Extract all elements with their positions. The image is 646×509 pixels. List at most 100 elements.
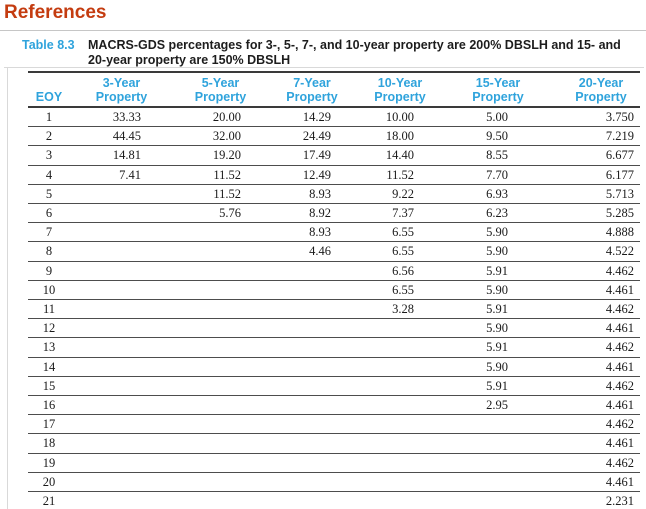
- caption-line-1: MACRS-GDS percentages for 3-, 5-, 7-, an…: [88, 38, 621, 52]
- value-cell: [70, 242, 173, 261]
- value-cell: 5.91: [486, 302, 508, 317]
- value-cell: 5.713: [605, 186, 634, 201]
- value-cell: [173, 453, 268, 472]
- value-cell: 8.92: [309, 206, 331, 221]
- value-cell: [173, 242, 268, 261]
- value-cell: 18.00: [385, 129, 414, 144]
- value-cell: [268, 472, 356, 491]
- value-cell: 4.462: [605, 378, 634, 393]
- value-cell: 10.00: [385, 110, 414, 124]
- value-cell: 5.90: [486, 244, 508, 259]
- column-header-7-year-property: 7-Year Property: [268, 72, 356, 108]
- page-edge-line: [7, 67, 8, 509]
- value-cell: [70, 223, 173, 242]
- value-cell: [173, 492, 268, 509]
- value-cell: 5.91: [486, 378, 508, 393]
- column-header-3-year-property: 3-Year Property: [70, 72, 173, 108]
- value-cell: 14.29: [302, 110, 331, 124]
- value-cell: [268, 280, 356, 299]
- value-cell: [70, 338, 173, 357]
- value-cell: [356, 434, 444, 453]
- value-cell: 5.00: [486, 110, 508, 124]
- table-row: 16 2.95 4.461: [28, 396, 640, 415]
- eoy-cell: 5: [45, 186, 53, 201]
- caption-rule: [4, 67, 644, 68]
- value-cell: [356, 396, 444, 415]
- value-cell: 4.462: [605, 417, 634, 432]
- value-cell: [70, 453, 173, 472]
- value-cell: 6.677: [605, 148, 634, 163]
- table-row: 8 4.46 6.55 5.90 4.522: [28, 242, 640, 262]
- value-cell: 2.95: [486, 398, 508, 413]
- value-cell: [356, 415, 444, 434]
- table-row: 15 5.91 4.462: [28, 376, 640, 396]
- table-row: 20 4.461: [28, 472, 640, 492]
- macrs-gds-table: EOY 3-Year Property 5-Year Property 7-Year Pro…: [28, 71, 640, 509]
- eoy-cell: 1: [45, 110, 53, 124]
- value-cell: [70, 280, 173, 299]
- value-cell: 11.52: [386, 167, 414, 182]
- value-cell: 32.00: [212, 129, 241, 144]
- table-row: 12 5.90 4.461: [28, 319, 640, 338]
- value-cell: [444, 492, 544, 509]
- value-cell: 11.52: [213, 167, 241, 182]
- value-cell: 14.40: [385, 148, 414, 163]
- value-cell: 5.91: [486, 340, 508, 355]
- value-cell: [173, 415, 268, 434]
- value-cell: [173, 434, 268, 453]
- eoy-cell: 20: [42, 474, 56, 489]
- eoy-cell: 11: [42, 302, 56, 317]
- value-cell: 11.52: [213, 186, 241, 201]
- value-cell: 5.76: [219, 206, 241, 221]
- value-cell: [356, 472, 444, 491]
- value-cell: 3.28: [392, 302, 414, 317]
- value-cell: 33.33: [112, 110, 141, 124]
- caption-line-2: 20-year property are 150% DBSLH: [88, 53, 291, 67]
- value-cell: 3.750: [605, 110, 634, 124]
- table-header-row: EOY 3-Year Property 5-Year Property 7-Year Pro…: [28, 72, 640, 108]
- value-cell: 8.55: [486, 148, 508, 163]
- value-cell: [70, 415, 173, 434]
- table-body: 1 33.33 20.00 14.29 10.00 5.00 3.750 2 44.45 32.0…: [28, 107, 640, 509]
- column-header-20-year-property: 20-Year Property: [544, 72, 640, 108]
- value-cell: 6.93: [486, 186, 508, 201]
- value-cell: [356, 319, 444, 338]
- value-cell: [268, 338, 356, 357]
- eoy-cell: 4: [45, 167, 53, 182]
- value-cell: 7.41: [119, 167, 141, 182]
- value-cell: 24.49: [302, 129, 331, 144]
- value-cell: [70, 492, 173, 509]
- eoy-cell: 15: [42, 378, 56, 393]
- value-cell: [268, 396, 356, 415]
- value-cell: 19.20: [212, 148, 241, 163]
- value-cell: [268, 319, 356, 338]
- value-cell: [70, 300, 173, 319]
- value-cell: 8.93: [309, 186, 331, 201]
- table-header: EOY 3-Year Property 5-Year Property 7-Year Pro…: [28, 72, 640, 108]
- value-cell: 9.50: [486, 129, 508, 144]
- eoy-cell: 21: [42, 494, 56, 509]
- eoy-cell: 17: [42, 417, 56, 432]
- value-cell: 5.91: [486, 263, 508, 278]
- value-cell: [268, 300, 356, 319]
- value-cell: [70, 204, 173, 223]
- value-cell: 6.56: [392, 263, 414, 278]
- value-cell: [70, 357, 173, 376]
- value-cell: 14.81: [112, 148, 141, 163]
- value-cell: 12.49: [302, 167, 331, 182]
- value-cell: 6.177: [605, 167, 634, 182]
- value-cell: [70, 319, 173, 338]
- eoy-cell: 18: [42, 436, 56, 451]
- value-cell: [173, 319, 268, 338]
- table-row: 1 33.33 20.00 14.29 10.00 5.00 3.750: [28, 107, 640, 127]
- value-cell: [444, 415, 544, 434]
- column-header-15-year-property: 15-Year Property: [444, 72, 544, 108]
- value-cell: [356, 338, 444, 357]
- value-cell: [173, 376, 268, 395]
- value-cell: [356, 492, 444, 509]
- eoy-cell: 2: [45, 129, 53, 144]
- value-cell: 4.461: [605, 398, 634, 413]
- value-cell: [173, 472, 268, 491]
- table-row: 17 4.462: [28, 415, 640, 434]
